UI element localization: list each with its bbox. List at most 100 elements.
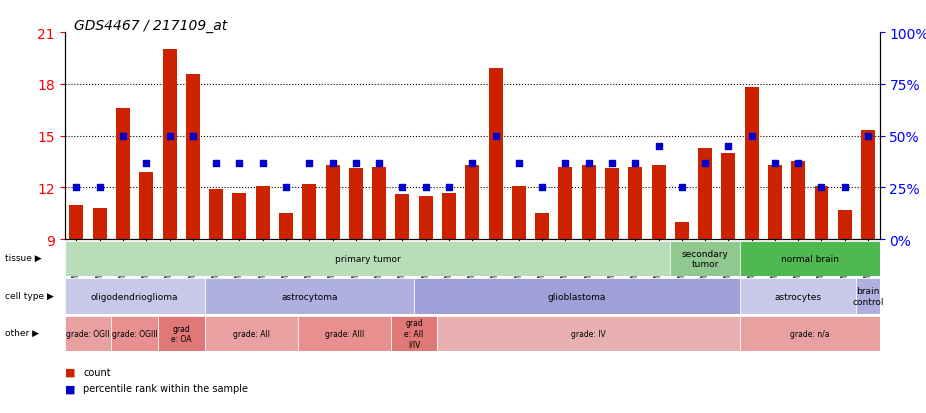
Bar bbox=[391, 316, 437, 351]
Bar bbox=[740, 242, 880, 277]
Point bbox=[348, 160, 363, 166]
Bar bbox=[857, 279, 880, 314]
Bar bbox=[205, 279, 414, 314]
Point bbox=[69, 185, 84, 191]
Point bbox=[371, 160, 386, 166]
Bar bbox=[791, 162, 806, 240]
Text: grade: IV: grade: IV bbox=[571, 329, 606, 338]
Text: count: count bbox=[83, 367, 111, 377]
Point bbox=[162, 133, 177, 140]
Bar bbox=[740, 316, 880, 351]
Bar bbox=[740, 279, 857, 314]
Bar bbox=[465, 166, 480, 240]
Text: oligodendrioglioma: oligodendrioglioma bbox=[91, 292, 179, 301]
Bar bbox=[163, 50, 177, 240]
Bar bbox=[158, 316, 205, 351]
Bar bbox=[512, 186, 526, 240]
Bar bbox=[698, 148, 712, 240]
Bar bbox=[535, 214, 549, 240]
Point bbox=[534, 185, 549, 191]
Point bbox=[651, 143, 666, 150]
Text: normal brain: normal brain bbox=[781, 255, 839, 263]
Text: grade: OGII: grade: OGII bbox=[67, 329, 110, 338]
Bar bbox=[489, 69, 503, 240]
Point bbox=[511, 160, 526, 166]
Point bbox=[860, 133, 875, 140]
Bar bbox=[670, 242, 740, 277]
Bar bbox=[205, 316, 297, 351]
Text: astrocytoma: astrocytoma bbox=[281, 292, 338, 301]
Text: ■: ■ bbox=[65, 367, 75, 377]
Bar bbox=[582, 166, 595, 240]
Text: secondary
tumor: secondary tumor bbox=[682, 249, 729, 269]
Text: tissue ▶: tissue ▶ bbox=[5, 254, 42, 263]
Bar bbox=[65, 242, 670, 277]
Text: cell type ▶: cell type ▶ bbox=[5, 291, 54, 300]
Text: GDS4467 / 217109_at: GDS4467 / 217109_at bbox=[74, 19, 227, 33]
Text: grade: AIII: grade: AIII bbox=[325, 329, 364, 338]
Point bbox=[697, 160, 712, 166]
Bar bbox=[209, 190, 223, 240]
Bar bbox=[279, 214, 293, 240]
Bar bbox=[65, 279, 205, 314]
Bar bbox=[395, 195, 409, 240]
Point bbox=[256, 160, 270, 166]
Text: brain
control: brain control bbox=[852, 287, 883, 306]
Point bbox=[837, 185, 852, 191]
Text: astrocytes: astrocytes bbox=[775, 292, 821, 301]
Text: grad
e: OA: grad e: OA bbox=[171, 324, 192, 343]
Point bbox=[302, 160, 317, 166]
Bar bbox=[437, 316, 740, 351]
Point bbox=[814, 185, 829, 191]
Point bbox=[721, 143, 736, 150]
Bar bbox=[745, 88, 758, 240]
Bar bbox=[372, 167, 386, 240]
Text: grade: All: grade: All bbox=[232, 329, 269, 338]
Bar bbox=[675, 222, 689, 240]
Point bbox=[791, 160, 806, 166]
Point bbox=[628, 160, 643, 166]
Bar bbox=[419, 197, 432, 240]
Bar bbox=[232, 193, 246, 240]
Point bbox=[605, 160, 619, 166]
Point bbox=[139, 160, 154, 166]
Bar bbox=[414, 279, 740, 314]
Bar bbox=[186, 74, 200, 240]
Point bbox=[232, 160, 247, 166]
Bar bbox=[256, 186, 269, 240]
Bar bbox=[838, 210, 852, 240]
Text: ■: ■ bbox=[65, 383, 75, 393]
Bar bbox=[349, 169, 363, 240]
Point bbox=[674, 185, 689, 191]
Bar bbox=[297, 316, 391, 351]
Text: glioblastoma: glioblastoma bbox=[548, 292, 607, 301]
Bar bbox=[861, 131, 875, 240]
Point bbox=[768, 160, 782, 166]
Text: grade: OGIII: grade: OGIII bbox=[112, 329, 157, 338]
Bar bbox=[69, 205, 83, 240]
Point bbox=[325, 160, 340, 166]
Point bbox=[279, 185, 294, 191]
Point bbox=[745, 133, 759, 140]
Bar bbox=[768, 166, 782, 240]
Bar bbox=[815, 186, 829, 240]
Bar bbox=[111, 316, 158, 351]
Bar bbox=[116, 109, 130, 240]
Text: grad
e: All
I/IV: grad e: All I/IV bbox=[405, 319, 424, 348]
Point bbox=[465, 160, 480, 166]
Bar bbox=[65, 316, 111, 351]
Bar bbox=[558, 167, 572, 240]
Point bbox=[419, 185, 433, 191]
Point bbox=[93, 185, 107, 191]
Point bbox=[558, 160, 573, 166]
Point bbox=[582, 160, 596, 166]
Bar bbox=[326, 166, 340, 240]
Point bbox=[442, 185, 457, 191]
Bar bbox=[628, 167, 643, 240]
Bar bbox=[652, 166, 666, 240]
Point bbox=[395, 185, 410, 191]
Text: other ▶: other ▶ bbox=[5, 328, 39, 337]
Point bbox=[488, 133, 503, 140]
Bar bbox=[93, 209, 106, 240]
Bar bbox=[442, 193, 456, 240]
